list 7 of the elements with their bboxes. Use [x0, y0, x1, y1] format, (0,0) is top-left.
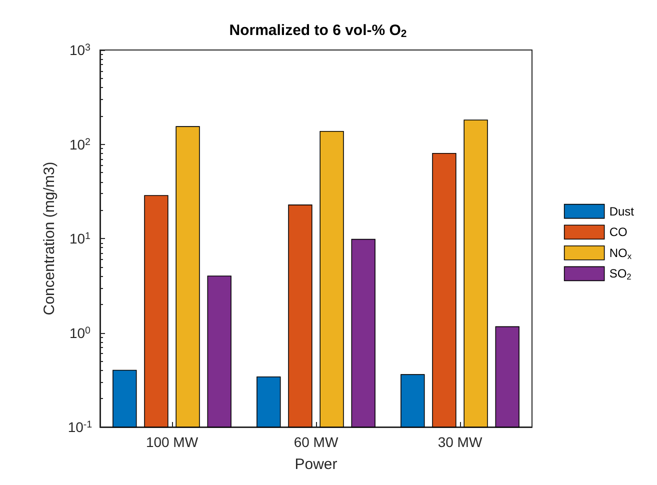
- x-tick-label: 100 MW: [146, 434, 199, 450]
- legend-label: CO: [609, 225, 628, 240]
- legend-label: Dust: [609, 204, 635, 218]
- x-axis-title: Power: [294, 456, 338, 473]
- x-tick-label: 30 MW: [438, 434, 483, 450]
- x-tick-label: 60 MW: [294, 434, 339, 450]
- y-axis-title: Concentration (mg/m3): [40, 162, 58, 316]
